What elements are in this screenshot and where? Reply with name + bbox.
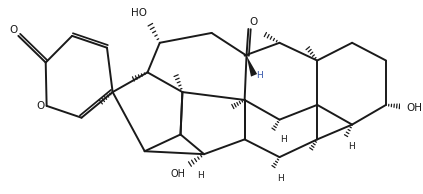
- Text: O: O: [9, 25, 17, 35]
- Text: H: H: [277, 174, 284, 183]
- Text: HO: HO: [131, 8, 147, 18]
- Text: H: H: [256, 71, 263, 80]
- Text: H: H: [280, 135, 287, 145]
- Text: OH: OH: [407, 103, 423, 113]
- Text: H: H: [348, 142, 354, 151]
- Text: O: O: [249, 17, 258, 27]
- Text: H: H: [198, 171, 204, 180]
- Text: O: O: [36, 101, 45, 111]
- Polygon shape: [247, 56, 257, 77]
- Text: OH: OH: [170, 169, 185, 179]
